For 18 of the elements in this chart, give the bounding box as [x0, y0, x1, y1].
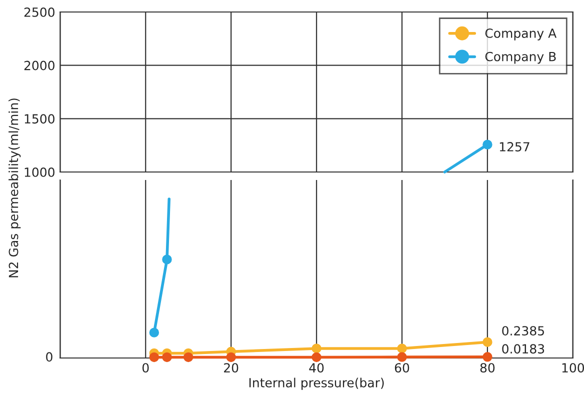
annotation: 0.2385 — [502, 326, 544, 336]
legend-label: Company A — [485, 28, 557, 40]
y-tick-label: 1000 — [24, 167, 54, 177]
legend-label: Company B — [485, 52, 556, 64]
x-tick-label: 0 — [142, 363, 149, 373]
y-tick-label: 1500 — [24, 114, 54, 124]
x-tick-label: 40 — [309, 363, 324, 373]
y-tick-label: 2000 — [24, 60, 54, 70]
annotation: 0.0183 — [502, 344, 544, 354]
x-axis-title: Internal pressure(bar) — [249, 378, 384, 390]
x-tick-label: 20 — [224, 363, 238, 373]
x-tick-label: 80 — [480, 363, 495, 373]
x-tick-label: 60 — [394, 363, 410, 373]
data-label: 1257 — [500, 142, 530, 152]
text: 0 — [46, 352, 52, 362]
y-tick-label: 2500 — [24, 7, 54, 17]
x-tick-label: 100 — [562, 363, 584, 373]
y-axis-title: N2 Gas permeability(ml/min) — [8, 98, 21, 278]
